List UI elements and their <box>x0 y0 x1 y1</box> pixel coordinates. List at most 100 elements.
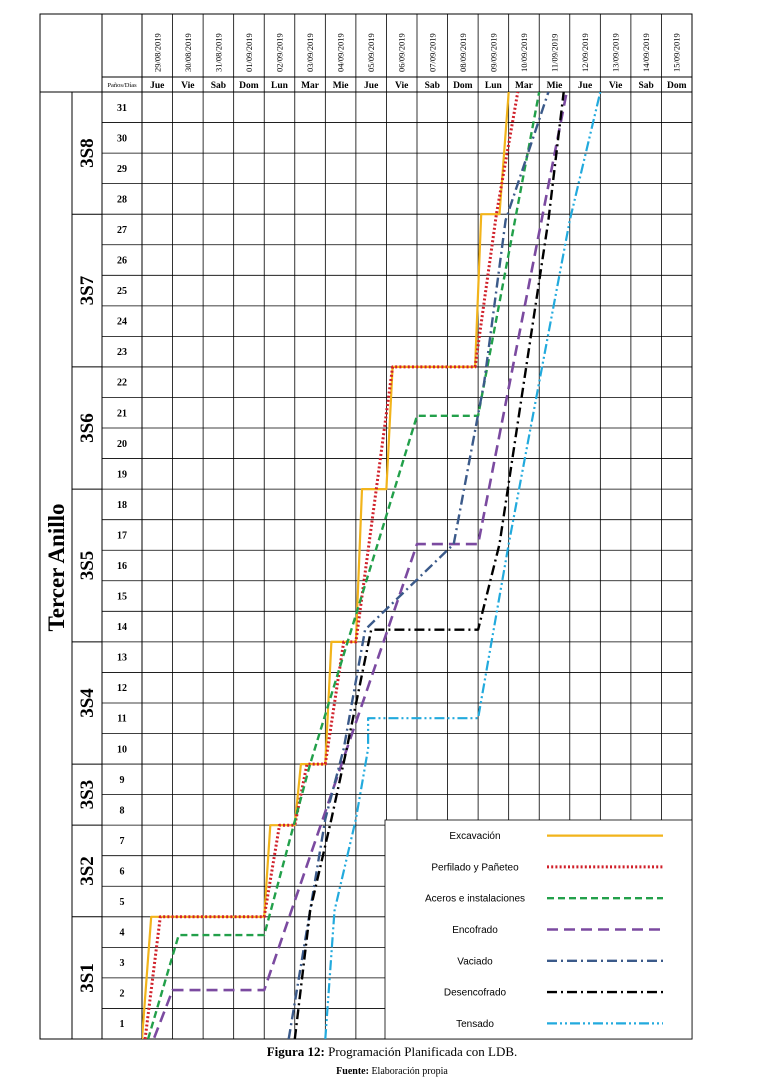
series-perfilado-y-pa-eteo <box>143 92 520 1039</box>
pano-label: 27 <box>117 225 127 236</box>
pano-label: 19 <box>117 469 127 480</box>
date-label: 08/09/2019 <box>458 33 468 72</box>
pano-label: 11 <box>117 714 126 725</box>
pano-label: 3 <box>120 958 125 969</box>
sector-label: 3S3 <box>77 780 98 810</box>
pano-label: 24 <box>117 317 127 328</box>
date-label: 06/09/2019 <box>397 33 407 72</box>
date-label: 04/09/2019 <box>336 33 346 72</box>
legend-label: Excavación <box>449 831 500 842</box>
pano-label: 28 <box>117 194 127 205</box>
weekday-label: Lun <box>485 81 503 91</box>
pano-label: 20 <box>117 439 127 450</box>
weekday-label: Mar <box>515 81 534 91</box>
pano-label: 23 <box>117 347 127 358</box>
pano-label: 15 <box>117 592 127 603</box>
chart-labels: 29/08/2019 30/08/2019 31/08/2019 01/09/2019… <box>44 33 687 1030</box>
pano-label: 17 <box>117 530 127 541</box>
source-text: Elaboración propia <box>371 1066 448 1077</box>
pano-label: 22 <box>117 378 127 389</box>
weekday-label: Sab <box>211 81 226 91</box>
pano-label: 10 <box>117 744 127 755</box>
pano-label: 21 <box>117 408 127 419</box>
series-aceros-e-instalaciones <box>146 92 541 1039</box>
weekday-label: Vie <box>609 81 622 91</box>
legend-label: Vaciado <box>457 956 493 967</box>
pano-label: 29 <box>117 164 127 175</box>
weekday-label: Jue <box>364 81 378 91</box>
pano-label: 9 <box>120 775 125 786</box>
date-label: 29/08/2019 <box>152 33 162 72</box>
ldb-chart: 29/08/2019 30/08/2019 31/08/2019 01/09/2019… <box>39 13 693 1040</box>
legend: Excavación Perfilado y Pañeteo Aceros e in… <box>384 819 693 1040</box>
date-label: 15/09/2019 <box>672 33 682 72</box>
source-caption: Fuente: Elaboración propia <box>0 1066 784 1077</box>
corner-label: Paños/Días <box>107 82 137 89</box>
date-label: 02/09/2019 <box>275 33 285 72</box>
sector-label: 3S2 <box>77 856 98 886</box>
legend-box <box>384 819 693 1040</box>
sector-label: 3S8 <box>77 138 98 168</box>
sector-label: 3S4 <box>77 688 98 718</box>
sector-label: 3S6 <box>77 413 98 443</box>
date-label: 05/09/2019 <box>366 33 376 72</box>
pano-label: 16 <box>117 561 127 572</box>
weekday-label: Lun <box>271 81 289 91</box>
series-lines <box>142 92 602 1039</box>
pano-label: 1 <box>120 1019 125 1030</box>
date-label: 31/08/2019 <box>213 33 223 72</box>
date-label: 10/09/2019 <box>519 33 529 72</box>
date-label: 13/09/2019 <box>611 33 621 72</box>
pano-label: 18 <box>117 500 127 511</box>
pano-label: 14 <box>117 622 127 633</box>
pano-label: 2 <box>120 989 125 1000</box>
weekday-label: Dom <box>453 81 473 91</box>
weekday-label: Jue <box>150 81 164 91</box>
sector-label: 3S7 <box>77 275 98 305</box>
weekday-label: Vie <box>181 81 194 91</box>
weekday-label: Dom <box>239 81 259 91</box>
date-label: 12/09/2019 <box>580 33 590 72</box>
series-vaciado <box>287 92 550 1039</box>
pano-label: 26 <box>117 256 127 267</box>
legend-label: Tensado <box>456 1019 494 1030</box>
pano-label: 5 <box>120 897 125 908</box>
weekday-label: Dom <box>667 81 687 91</box>
series-group <box>142 92 602 1039</box>
sector-label: 3S5 <box>77 551 98 581</box>
date-label: 11/09/2019 <box>550 34 560 72</box>
pano-label: 12 <box>117 683 127 694</box>
series-encofrado <box>152 92 568 1039</box>
date-label: 09/09/2019 <box>488 33 498 72</box>
pano-label: 8 <box>120 805 125 816</box>
grid <box>39 13 693 1040</box>
pano-label: 7 <box>120 836 125 847</box>
weekday-label: Jue <box>578 81 592 91</box>
weekday-label: Sab <box>425 81 440 91</box>
pano-label: 13 <box>117 653 127 664</box>
date-label: 30/08/2019 <box>183 33 193 72</box>
legend-label: Aceros e instalaciones <box>425 894 525 905</box>
source-label: Fuente: <box>336 1066 369 1077</box>
legend-label: Encofrado <box>452 925 498 936</box>
pano-label: 6 <box>120 866 125 877</box>
weekday-label: Vie <box>395 81 408 91</box>
weekday-label: Sab <box>639 81 654 91</box>
pano-label: 4 <box>120 928 125 939</box>
zone-label: Tercer Anillo <box>44 504 69 632</box>
date-label: 01/09/2019 <box>244 33 254 72</box>
pano-label: 30 <box>117 133 127 144</box>
legend-label: Desencofrado <box>444 988 507 999</box>
figure-text: Programación Planificada con LDB. <box>328 1044 518 1059</box>
legend-label: Perfilado y Pañeteo <box>431 862 519 873</box>
sector-label: 3S1 <box>77 963 98 993</box>
date-label: 03/09/2019 <box>305 33 315 72</box>
date-label: 14/09/2019 <box>641 33 651 72</box>
weekday-label: Mie <box>333 81 349 91</box>
weekday-label: Mie <box>547 81 563 91</box>
pano-label: 31 <box>117 103 127 114</box>
figure-label: Figura 12: <box>266 1044 325 1059</box>
pano-label: 25 <box>117 286 127 297</box>
date-label: 07/09/2019 <box>427 33 437 72</box>
weekday-label: Mar <box>301 81 320 91</box>
